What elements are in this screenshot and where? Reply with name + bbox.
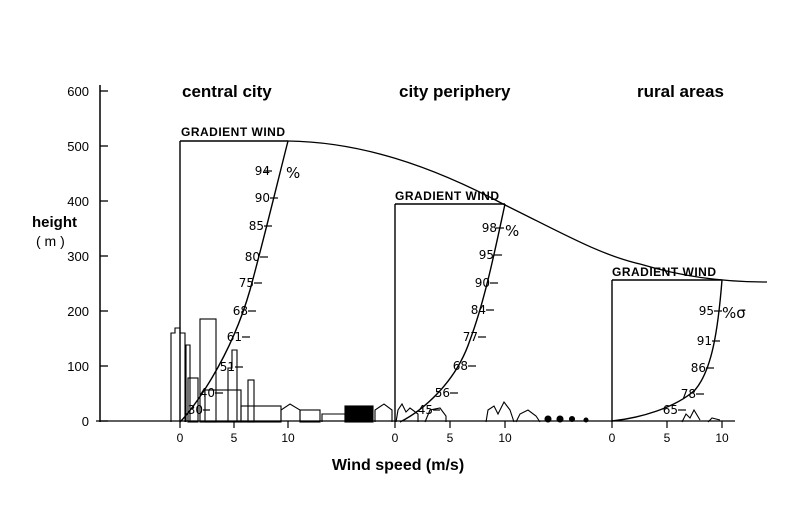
profile-label-51: 51 [220,360,235,374]
y-axis-title-line2: ( m ) [36,233,65,249]
y-axis-title-line1: height [32,214,77,231]
profile-label-56: 56 [435,386,450,400]
y-tick-label-0: 0 [82,414,89,429]
panel-title-central-city: central city [182,82,272,101]
profile-label-68-periphery: 68 [453,359,468,373]
x-ticks-central-city [179,421,289,428]
profile-label-90: 90 [255,191,270,205]
profile-label-85: 85 [249,219,264,233]
profile-ticks-city-periphery [433,227,504,411]
profile-label-75: 75 [239,276,254,290]
gradient-wind-connecting-curve [287,140,768,283]
profile-label-45: 45 [418,403,433,417]
profile-label-65: 65 [663,403,678,417]
panel-central-city [170,140,321,423]
panel-title-city-periphery: city periphery [399,82,511,101]
x-tick-label-10-rural-areas: 10 [715,431,729,445]
x-tick-label-5-central-city: 5 [231,431,238,445]
profile-ticks-rural-areas [678,310,722,411]
x-tick-label-10-central-city: 10 [281,431,295,445]
gradient-label-rural-areas: GRADIENT WIND [612,265,717,279]
profile-label-84: 84 [471,303,486,317]
y-tick-label-600: 600 [67,84,89,99]
y-tick-label-500: 500 [67,139,89,154]
x-tick-label-0-central-city: 0 [177,431,184,445]
gradient-label-central-city: GRADIENT WIND [181,125,286,139]
profile-label-95-rural: 95 [699,304,714,318]
profile-label-86: 86 [691,361,706,375]
x-ticks-rural-areas [611,421,723,428]
y-tick-label-200: 200 [67,304,89,319]
x-ticks-city-periphery [394,421,506,428]
profile-curve-rural-areas [611,279,723,422]
panel-title-rural-areas: rural areas [637,82,724,101]
profile-ticks-central-city [203,170,278,411]
unit-label-central-city: % [286,164,300,182]
x-tick-label-0-rural-areas: 0 [609,431,616,445]
profile-label-68: 68 [233,304,248,318]
profile-label-40: 40 [200,386,215,400]
vegetation-rural-areas [681,408,721,423]
unit-label-rural-areas: %σ [722,304,746,322]
profile-label-80: 80 [245,250,260,264]
panel-rural-areas [611,279,723,423]
profile-label-94: 94 [255,164,270,178]
x-tick-label-10-city-periphery: 10 [498,431,512,445]
profile-label-61: 61 [227,330,242,344]
x-tick-label-0-city-periphery: 0 [392,431,399,445]
buildings-city-periphery [321,400,589,423]
y-tick-label-400: 400 [67,194,89,209]
profile-label-78: 78 [681,387,696,401]
unit-label-city-periphery: % [505,222,519,240]
profile-label-95: 95 [479,248,494,262]
x-tick-label-5-rural-areas: 5 [664,431,671,445]
gradient-label-city-periphery: GRADIENT WIND [395,189,500,203]
profile-curve-city-periphery [399,203,506,423]
profile-label-90-periphery: 90 [475,276,490,290]
profile-label-77: 77 [463,330,478,344]
y-tick-label-100: 100 [67,359,89,374]
x-axis-title: Wind speed (m/s) [332,457,464,474]
x-tick-label-5-city-periphery: 5 [447,431,454,445]
profile-label-30: 30 [188,403,203,417]
profile-label-91: 91 [697,334,712,348]
y-ticks [100,90,108,422]
profile-label-98: 98 [482,221,497,235]
panel-city-periphery [321,203,589,423]
profile-curve-central-city [179,140,289,423]
buildings-central-city [170,318,321,423]
y-tick-label-300: 300 [67,249,89,264]
